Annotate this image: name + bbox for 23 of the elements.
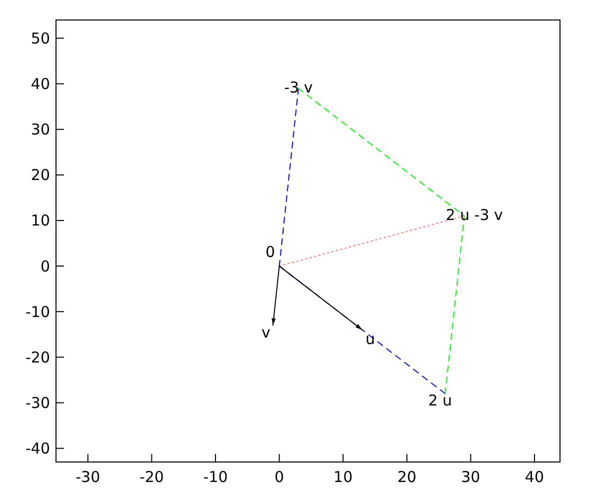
annotation: 2 u -3 v [446, 206, 504, 224]
y-tick-label: 0 [40, 257, 50, 276]
annotation: 2 u [428, 392, 452, 410]
y-tick-label: -20 [26, 348, 50, 366]
x-tick-label: 40 [524, 468, 544, 486]
y-tick-label: -40 [26, 440, 50, 458]
y-tick-label: 30 [30, 120, 50, 139]
x-tick-label: 10 [334, 468, 353, 486]
x-tick-label: -30 [76, 468, 100, 486]
y-tick-label: 10 [30, 212, 50, 230]
y-tick-label: 50 [30, 29, 50, 48]
annotation: -3 v [284, 78, 313, 96]
x-tick-label: 20 [397, 468, 416, 486]
y-tick-label: -30 [26, 394, 50, 412]
annotation: 0 [266, 243, 276, 262]
x-tick-label: -10 [203, 468, 228, 486]
x-tick-label: 30 [461, 468, 480, 486]
x-tick-label: 0 [274, 468, 284, 486]
x-tick-label: -20 [139, 468, 164, 486]
y-tick-label: 40 [30, 75, 50, 94]
y-tick-label: 20 [30, 166, 50, 184]
annotation: v [261, 323, 270, 342]
y-tick-label: -10 [26, 302, 50, 321]
